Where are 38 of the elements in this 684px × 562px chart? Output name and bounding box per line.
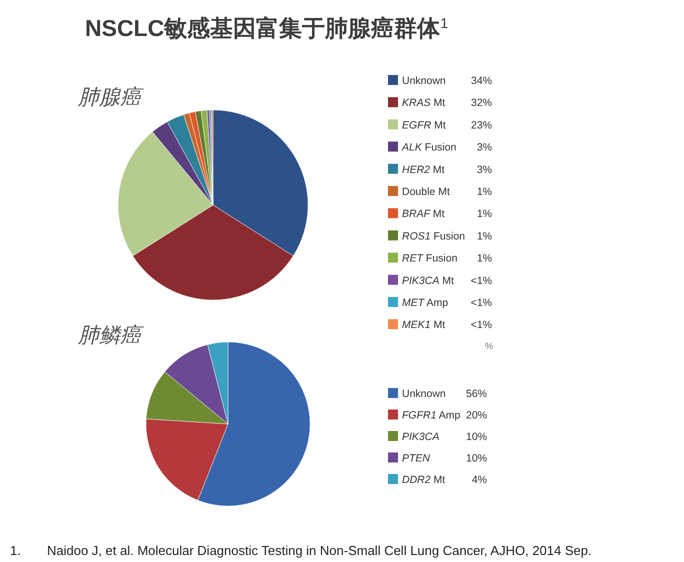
legend-label: Unknown [402,75,446,87]
legend-label: KRAS Mt [402,97,446,110]
value-label: 1% [476,186,492,198]
annotation: % [484,341,493,351]
legend-label: DDR2 Mt [402,474,446,486]
legend-label: MEK1 Mt [402,319,446,332]
legend-label: ROS1 Fusion [402,230,466,242]
value-label: <1% [470,319,492,332]
legend-label: MET Amp [402,297,448,309]
legend-label: HER2 Mt [402,164,445,176]
value-label: <1% [470,297,492,309]
value-label: 56% [466,388,487,400]
value-label: 3% [476,142,492,154]
value-label: 34% [470,75,492,87]
value-label: 1% [476,230,492,242]
legend-label: PTEN [402,452,430,464]
annotation: Naidoo J, et al. Molecular Diagnostic Testing in Non-Small Cell Lung Cancer, AJHO, 2014 Sep. [47,543,592,558]
legend-label: EGFR Mt [402,119,446,132]
annotation: 1. [10,543,21,558]
title: NSCLC敏感基因富集于肺腺癌群体$^{1}$ [85,15,448,41]
value-label: 10% [466,431,487,443]
value-label: 3% [476,164,492,176]
legend-label: FGFR1 Amp [402,410,460,422]
legend-label: Double Mt [402,186,450,198]
legend-label: Unknown [402,388,446,400]
legend-label: BRAF Mt [402,208,445,220]
legend-label: PIK3CA [402,431,440,443]
value-label: <1% [470,274,492,287]
legend-label: ALK Fusion [402,142,456,154]
value-label: 4% [472,474,487,486]
value-label: 1% [476,252,492,265]
value-label: 10% [466,452,487,464]
value-label: 32% [470,97,492,110]
value-label: 23% [470,119,492,132]
value-label: 1% [476,208,492,220]
value-label: 20% [466,410,487,422]
legend-label: RET Fusion [402,252,458,265]
legend-label: PIK3CA Mt [402,274,454,287]
